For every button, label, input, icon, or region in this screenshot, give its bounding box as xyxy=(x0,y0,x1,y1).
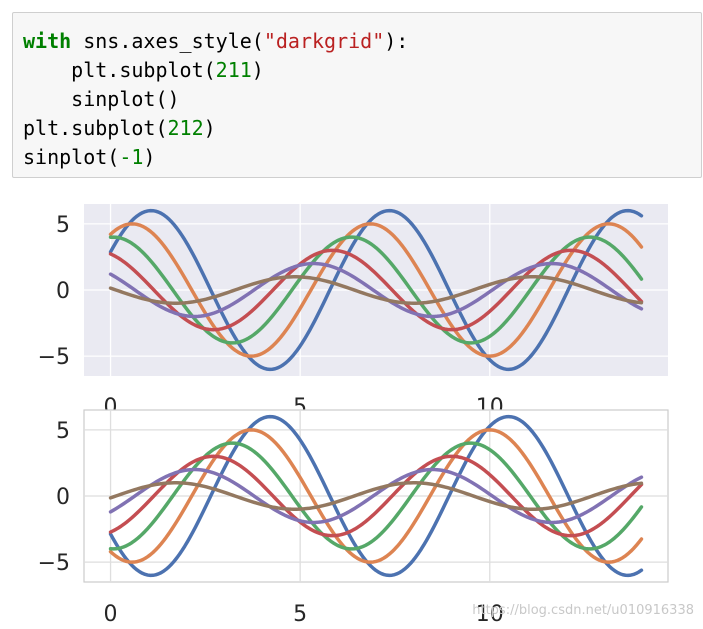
series-line-6 xyxy=(108,275,644,305)
series-line-1 xyxy=(108,208,644,372)
code-token: plt.subplot( xyxy=(23,116,168,140)
watermark-text: https://blog.csdn.net/u010916338 xyxy=(472,603,694,618)
series-line-5 xyxy=(108,467,644,525)
code-line: with sns.axes_style("darkgrid"): xyxy=(23,27,701,56)
subplot-1: 50−50 5 10 xyxy=(38,204,668,420)
code-token: ): xyxy=(384,29,409,53)
y-tick-label: −5 xyxy=(38,345,70,370)
code-token: plt.subplot( xyxy=(23,58,216,82)
y-tick-label: 5 xyxy=(56,419,70,444)
code-token: sinplot() xyxy=(23,87,180,111)
code-token: 212 xyxy=(167,116,204,140)
code-line: plt.subplot(211) xyxy=(23,56,701,85)
code-token: sns.axes_style( xyxy=(71,29,264,53)
code-token: "darkgrid" xyxy=(263,29,385,53)
code-token: ) xyxy=(203,116,216,140)
code-token: ) xyxy=(143,145,156,169)
series-line-2 xyxy=(108,222,644,358)
x-tick-label: 5 xyxy=(293,602,307,627)
series-line-5 xyxy=(108,261,644,319)
code-token: sinplot( xyxy=(23,145,120,169)
subplot-2: 5 0 −5 0 5 10 xyxy=(38,409,669,627)
series-line-3 xyxy=(108,441,644,551)
y-tick-label: 5 xyxy=(56,213,70,238)
series-line-2 xyxy=(108,428,644,564)
code-line: plt.subplot(212) xyxy=(23,114,701,143)
code-token: with xyxy=(23,29,72,53)
x-tick-label: 10 xyxy=(476,602,504,627)
code-token: 211 xyxy=(215,58,252,82)
series-line-4 xyxy=(108,248,644,332)
code-line: sinplot() xyxy=(23,85,701,114)
series-line-1 xyxy=(108,414,644,578)
series-line-6 xyxy=(108,481,644,511)
code-cell[interactable]: with sns.axes_style("darkgrid"): plt.sub… xyxy=(12,12,702,178)
x-tick-label: 0 xyxy=(104,602,118,627)
y-tick-label: 0 xyxy=(56,279,70,304)
code-token: -1 xyxy=(119,145,144,169)
code-line: sinplot(-1) xyxy=(23,143,701,172)
y-tick-label: −5 xyxy=(38,551,70,576)
series-line-3 xyxy=(108,235,644,345)
y-tick-label: 0 xyxy=(56,485,70,510)
series-line-4 xyxy=(108,454,644,538)
code-token: ) xyxy=(251,58,264,82)
